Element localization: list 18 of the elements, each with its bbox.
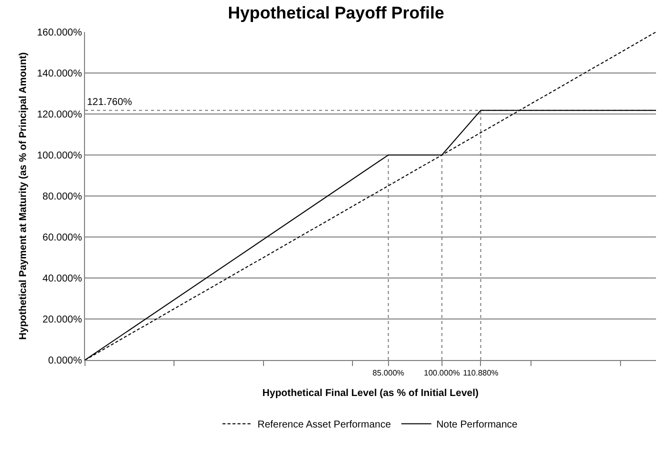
y-axis-title: Hypothetical Payment at Maturity (as % of Principal Amount) [18, 52, 29, 340]
y-tick-label: 160.000% [36, 28, 82, 38]
ref-line-label: 121.760% [87, 97, 132, 108]
y-tick-label: 80.000% [42, 192, 82, 202]
y-tick-label: 140.000% [36, 68, 82, 80]
legend-label: Reference Asset Performance [258, 420, 392, 431]
chart-title: Hypothetical Payoff Profile [228, 4, 444, 23]
y-tick-label: 0.000% [48, 356, 82, 366]
legend-label: Note Performance [436, 420, 518, 431]
y-tick-label: 20.000% [42, 314, 82, 326]
x-tick-label: 100.000% [424, 368, 460, 378]
y-tick-label: 120.000% [36, 110, 82, 120]
x-axis-title: Hypothetical Final Level (as % of Initial Level) [262, 388, 479, 400]
x-tick-label: 110.880% [462, 368, 498, 378]
y-tick-label: 40.000% [42, 274, 82, 284]
x-tick-label: 85.000% [372, 368, 404, 378]
y-tick-label: 60.000% [42, 232, 82, 244]
y-tick-label: 100.000% [36, 150, 82, 162]
